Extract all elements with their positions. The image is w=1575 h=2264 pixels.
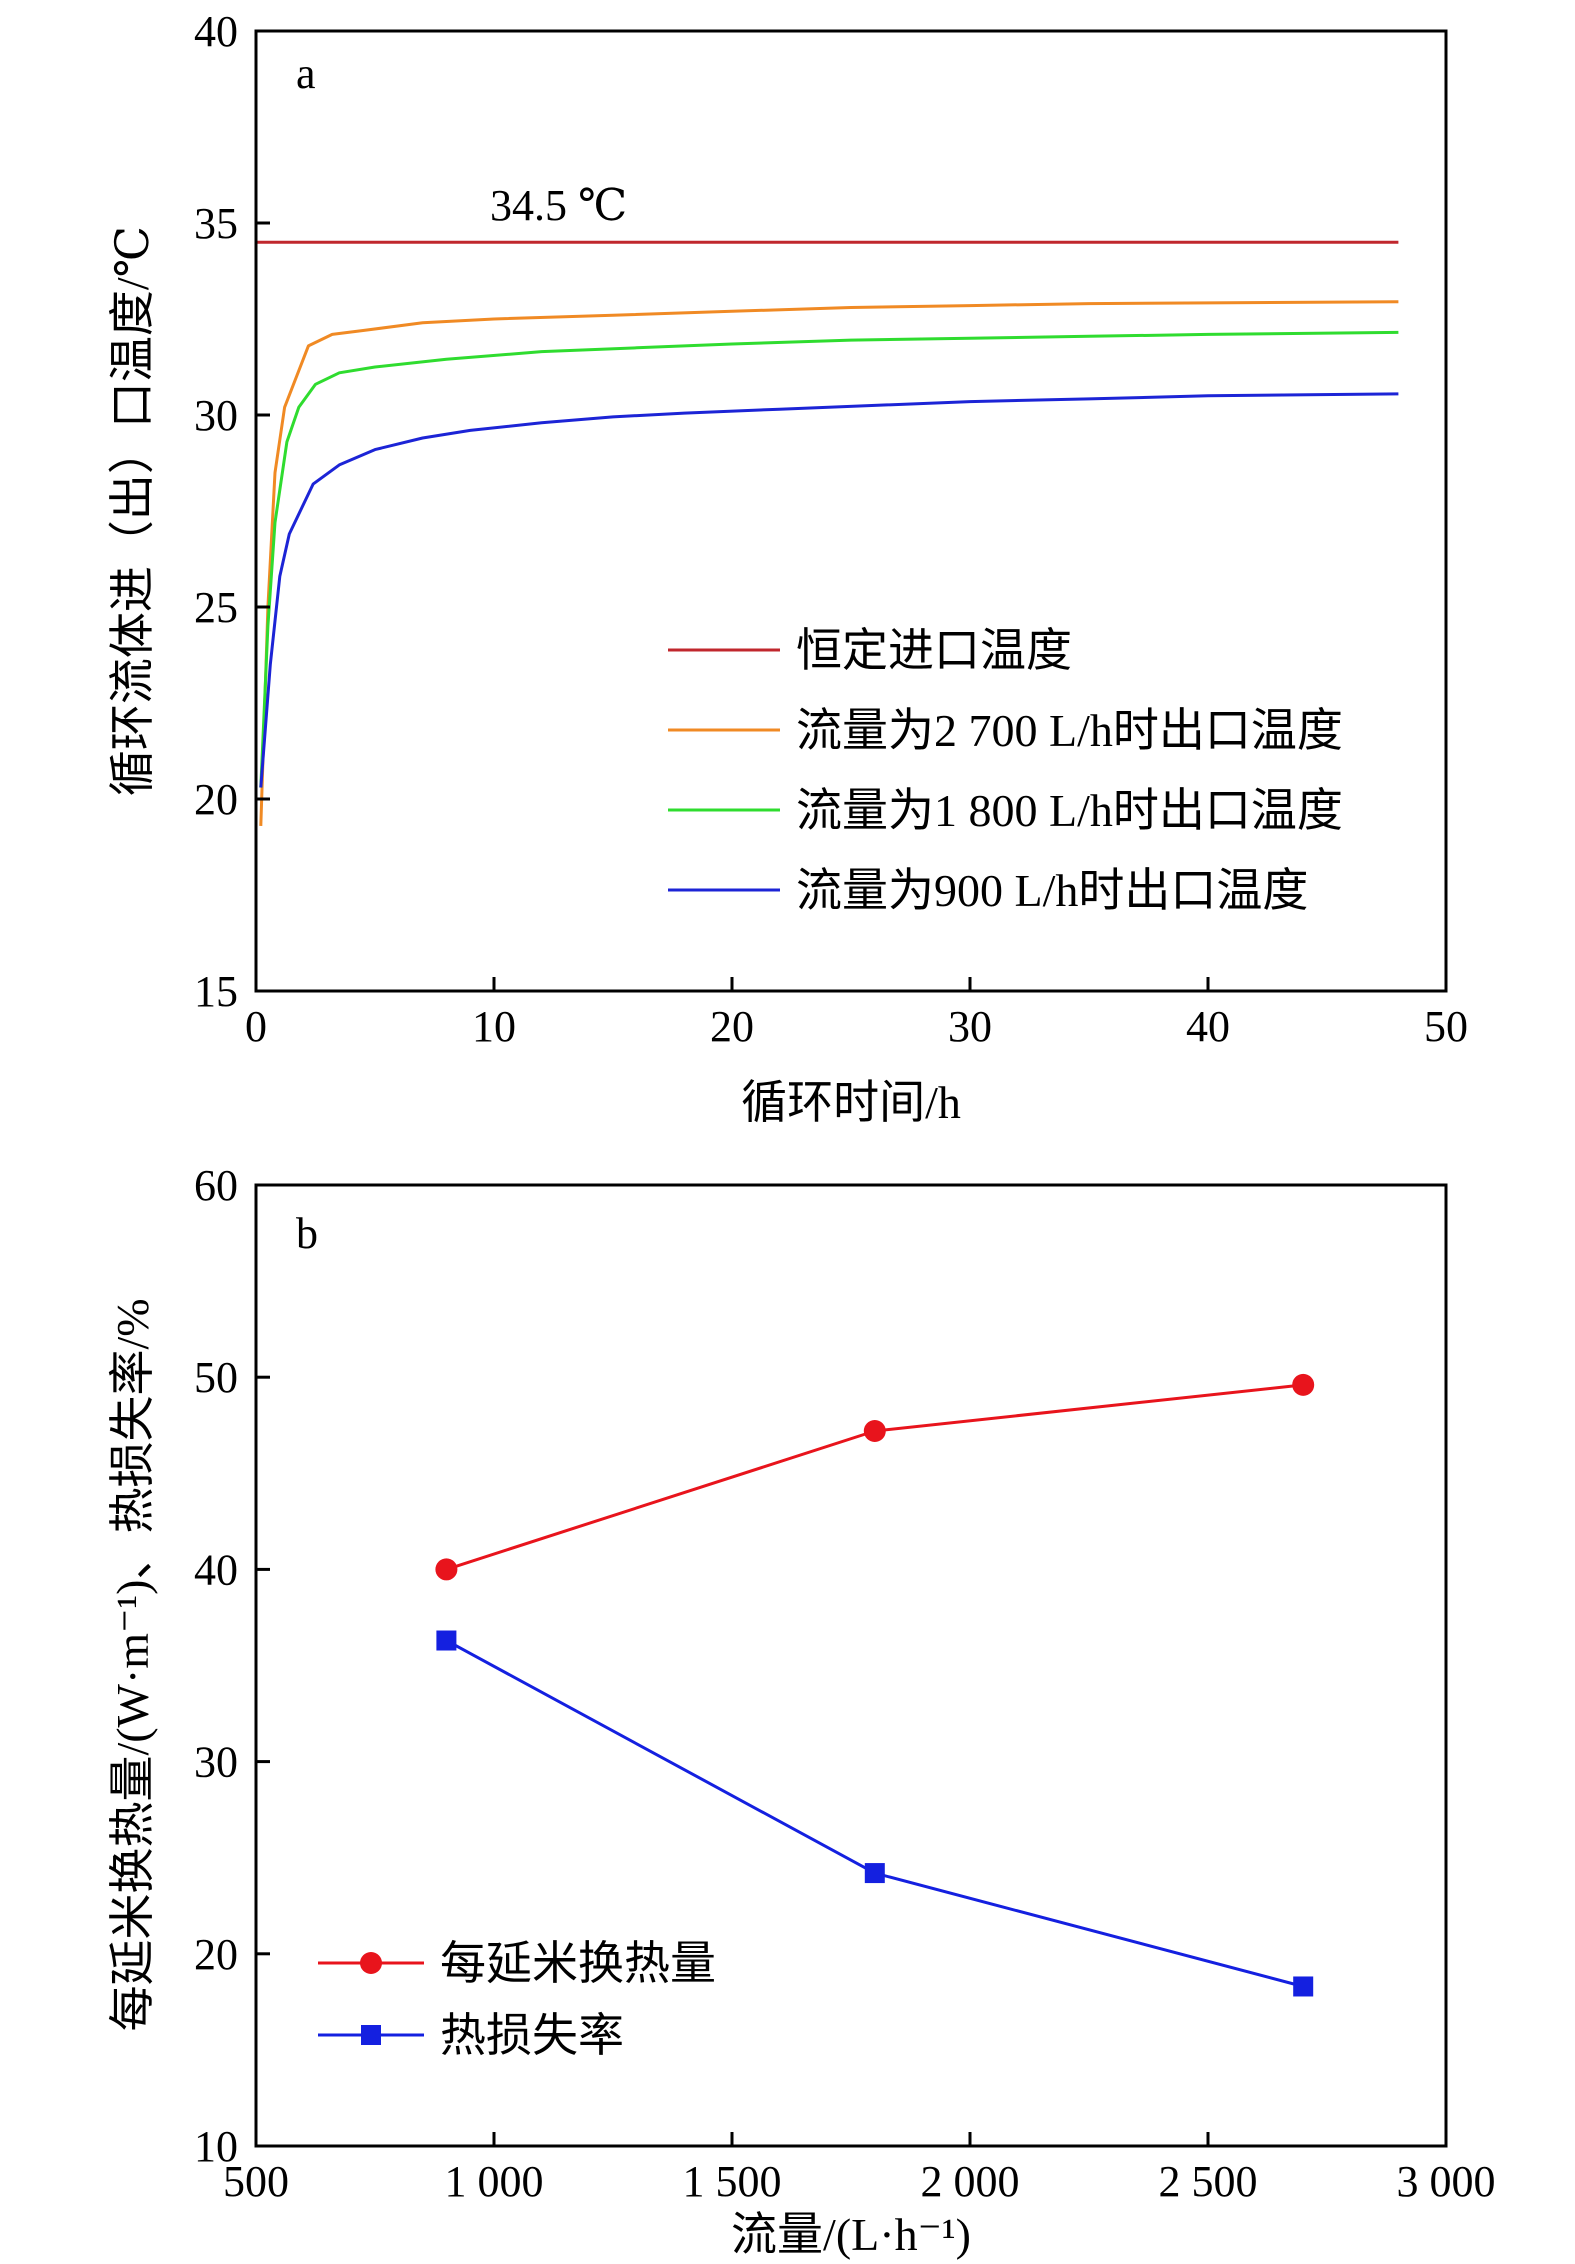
y-tick-label: 35	[194, 199, 238, 248]
y-tick-label: 30	[194, 391, 238, 440]
y-tick-label: 50	[194, 1353, 238, 1402]
legend-label: 每延米换热量	[440, 1938, 716, 1989]
x-tick-label: 1 500	[683, 2157, 782, 2206]
chart-a-series	[256, 240, 1399, 826]
series-line-1	[259, 300, 1399, 826]
y-tick-label: 60	[194, 1161, 238, 1210]
data-point-square	[864, 1863, 885, 1884]
x-tick-label: 2 500	[1159, 2157, 1258, 2206]
legend-label: 热损失率	[440, 2010, 624, 2061]
y-tick-label: 10	[194, 2122, 238, 2171]
series-line-0	[445, 1383, 1304, 1571]
x-tick-label: 30	[948, 1002, 992, 1051]
y-tick-label: 20	[194, 775, 238, 824]
data-point-circle	[863, 1420, 886, 1443]
chart-a-x-axis-label: 循环时间/h	[741, 1077, 961, 1128]
y-tick-label: 20	[194, 1930, 238, 1979]
chart-a-y-axis-label: 循环流体进（出）口温度/℃	[107, 226, 158, 796]
x-tick-label: 20	[710, 1002, 754, 1051]
y-tick-label: 15	[194, 967, 238, 1016]
x-tick-label: 40	[1186, 1002, 1230, 1051]
y-tick-label: 40	[194, 7, 238, 56]
y-tick-label: 40	[194, 1545, 238, 1594]
x-tick-label: 1 000	[445, 2157, 544, 2206]
x-tick-label: 0	[245, 1002, 267, 1051]
series-line-3	[259, 392, 1399, 788]
x-tick-label: 2 000	[921, 2157, 1020, 2206]
data-point-circle	[435, 1558, 458, 1581]
chart-b-y-axis-label: 每延米换热量/(W·m⁻¹)、热损失率/%	[107, 1298, 158, 2031]
data-point-square	[1293, 1976, 1314, 1997]
chart-b-series	[435, 1373, 1315, 1997]
x-tick-label: 10	[472, 1002, 516, 1051]
legend-label: 流量为900 L/h时出口温度	[796, 865, 1308, 916]
legend-label: 流量为1 800 L/h时出口温度	[796, 785, 1343, 836]
chart-a-annotation: 34.5 ℃	[490, 181, 627, 230]
data-point-circle	[1292, 1373, 1315, 1396]
legend-label: 流量为2 700 L/h时出口温度	[796, 705, 1343, 756]
x-tick-label: 500	[223, 2157, 289, 2206]
series-line-2	[259, 330, 1399, 788]
series-line-1	[445, 1639, 1304, 1988]
chart-a-plot-frame	[254, 29, 1448, 993]
y-tick-label: 25	[194, 583, 238, 632]
chart-b-plot-frame	[254, 1183, 1448, 2148]
x-tick-label: 3 000	[1397, 2157, 1496, 2206]
y-tick-label: 30	[194, 1738, 238, 1787]
data-point-square	[436, 1630, 457, 1651]
chart-b-x-axis-label: 流量/(L·h⁻¹)	[731, 2209, 971, 2260]
legend-label: 恒定进口温度	[796, 625, 1072, 676]
legend-marker-square	[361, 2025, 381, 2045]
chart-b-axes: 500 1 000 1 500 2 000 2 500 3 000 10 20 30 40 50 60	[194, 1161, 1496, 2206]
legend-marker-circle	[360, 1952, 382, 1974]
chart-a-axes: 0 10 20 30 40 50 15 20 25 30 35 40	[194, 7, 1468, 1051]
x-tick-label: 50	[1424, 1002, 1468, 1051]
chart-a-panel-label: a	[296, 49, 316, 98]
chart-b: 500 1 000 1 500 2 000 2 500 3 000 10 20 30 40 50 60…	[107, 1161, 1496, 2260]
chart-b-panel-label: b	[296, 1209, 318, 1258]
